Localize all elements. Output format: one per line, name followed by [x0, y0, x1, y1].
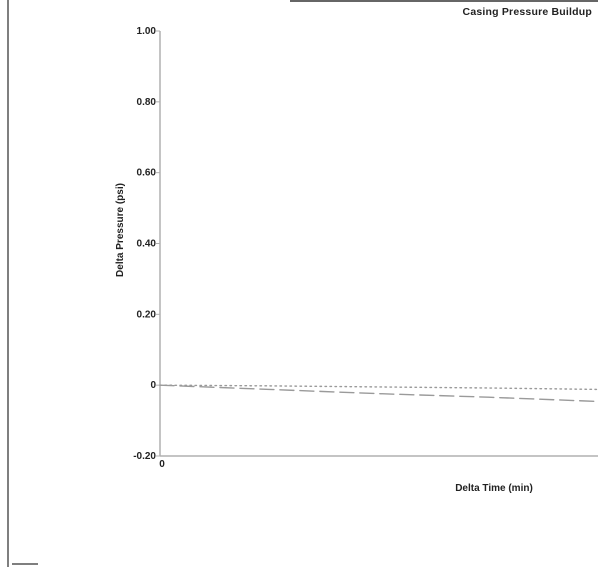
- chart-title: Casing Pressure Buildup: [463, 6, 592, 18]
- series-line-2: [159, 384, 599, 403]
- x-tick-label: 0: [159, 459, 165, 470]
- x-axis-title: Delta Time (min): [455, 483, 533, 494]
- y-tick-label-layer: 1.00 0.80 0.60 0.40 0.20 0 -0.20: [133, 26, 156, 462]
- series-layer: [159, 384, 599, 403]
- series-line-1: [159, 384, 599, 391]
- y-tick-label: 0.20: [137, 309, 157, 320]
- y-tick-label: 0: [150, 380, 156, 391]
- y-tick-label: 1.00: [137, 26, 157, 37]
- y-tick-label: 0.80: [137, 97, 157, 108]
- y-tick-label: 0.60: [137, 168, 157, 179]
- y-axis-title: Delta Pressure (psi): [115, 183, 126, 277]
- frame-layer: [7, 0, 598, 567]
- y-tick-label: 0.40: [137, 239, 157, 250]
- axis-layer: [156, 30, 598, 457]
- y-tick-label: -0.20: [133, 451, 156, 462]
